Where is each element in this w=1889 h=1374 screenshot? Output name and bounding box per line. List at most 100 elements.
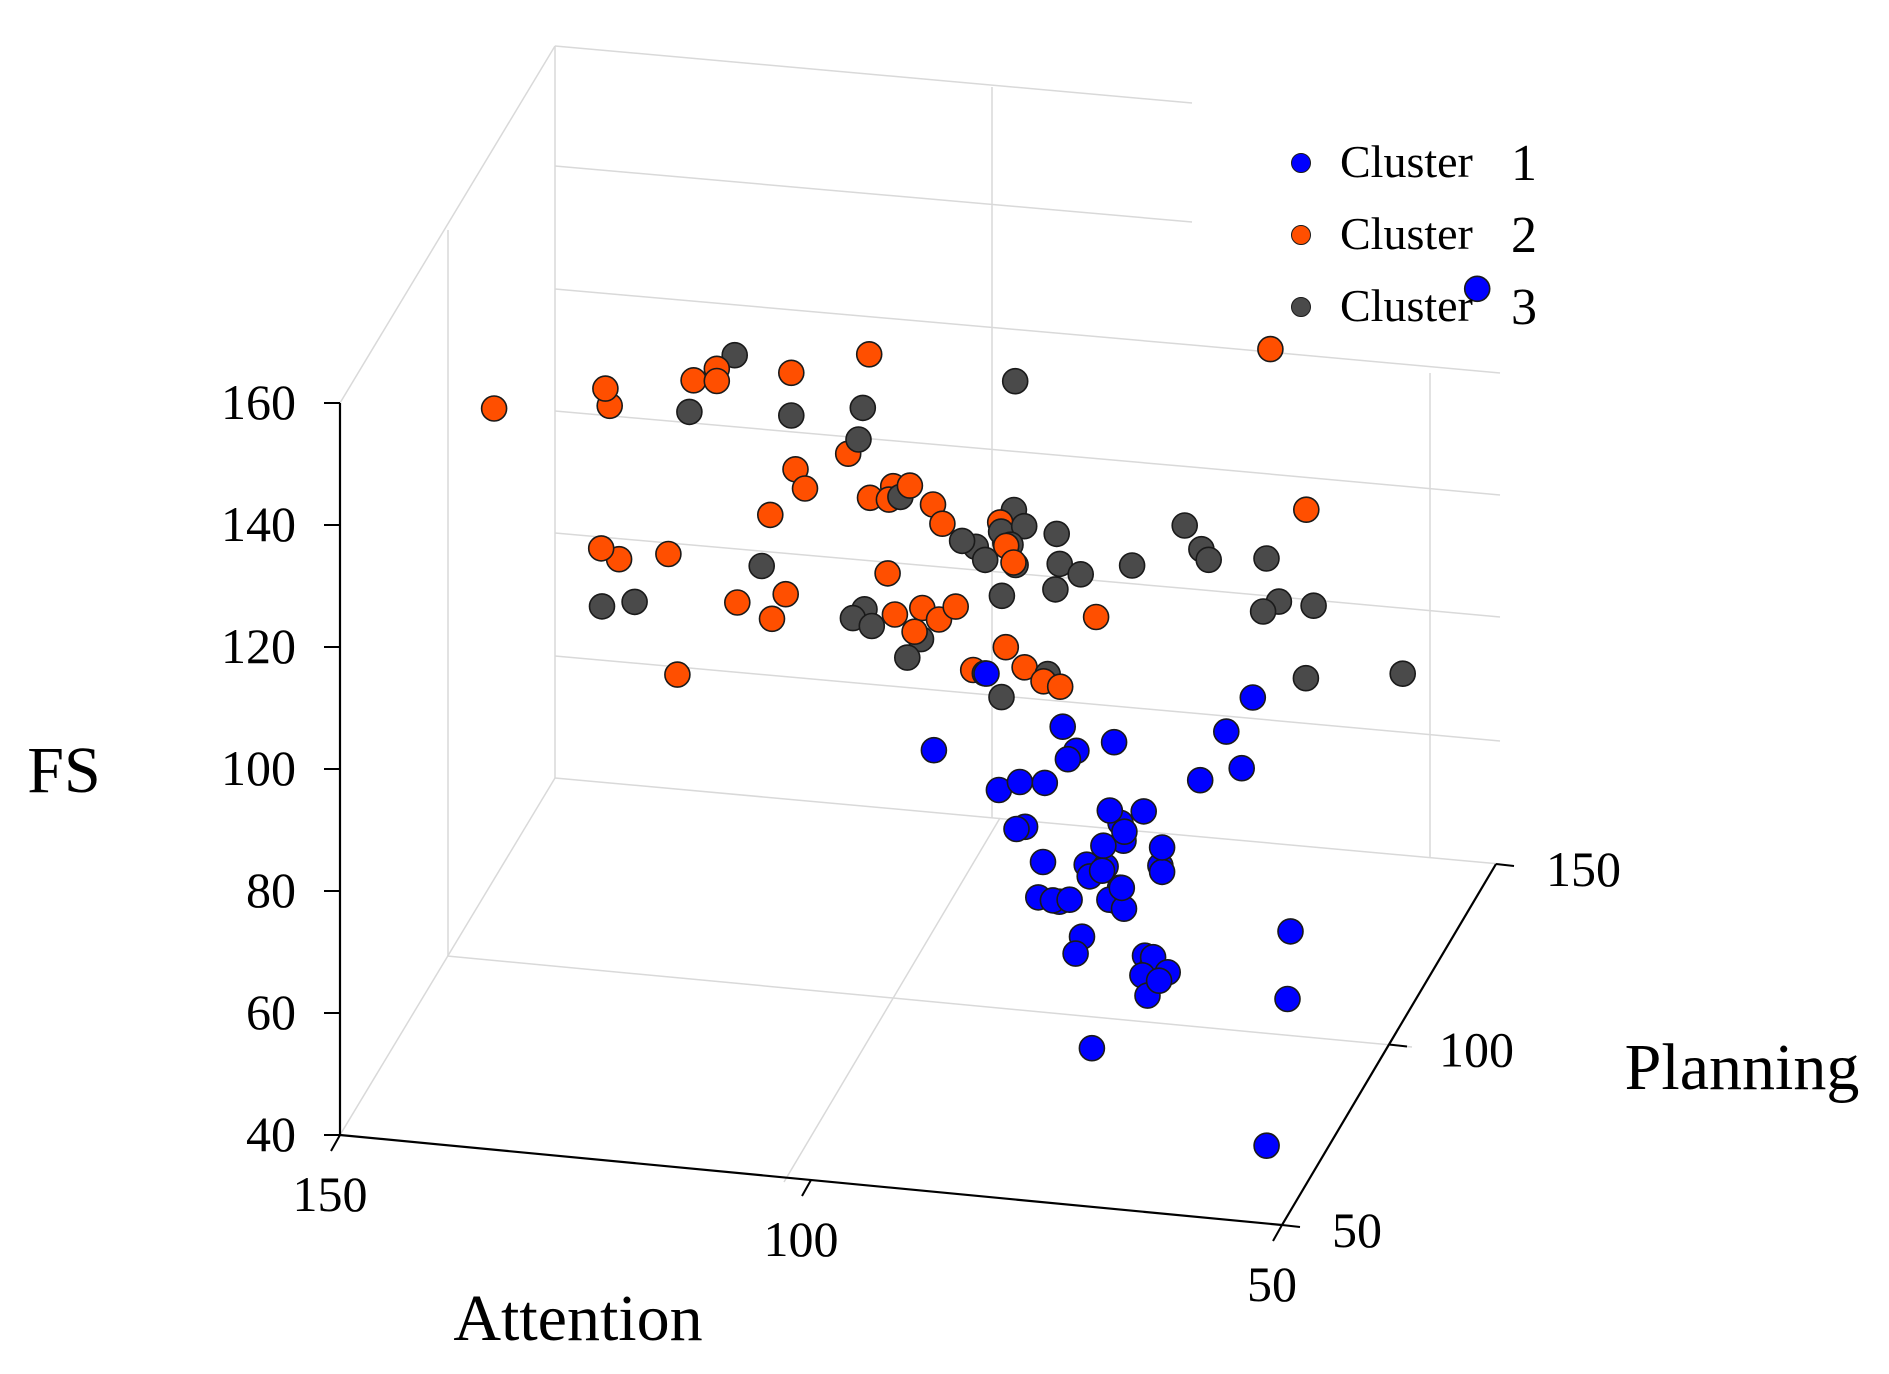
- cluster-2-point: [777, 359, 805, 387]
- planning-tick-mark: [1495, 863, 1515, 867]
- cluster-3-point: [893, 644, 921, 671]
- legend-label: Cluster: [1340, 136, 1473, 187]
- cluster-3-point: [588, 593, 616, 620]
- grid-line: [554, 777, 1193, 837]
- cluster-3-point: [1010, 512, 1038, 540]
- cluster-1-point: [1078, 1034, 1106, 1062]
- cluster-1-point: [1056, 886, 1083, 914]
- cluster-3-point: [621, 588, 648, 616]
- cluster-2-point: [587, 535, 615, 562]
- cluster-1-point: [1148, 834, 1176, 861]
- cluster-2-point: [1257, 335, 1284, 363]
- planning-tick-label: 50: [1332, 1202, 1382, 1258]
- grid-line: [554, 165, 1193, 223]
- attention-tick-label: 100: [764, 1211, 839, 1267]
- attention-tick-label: 50: [1247, 1256, 1297, 1312]
- cluster-2-point: [680, 366, 707, 394]
- cluster-1-point: [1029, 848, 1057, 876]
- attention-tick-label: 150: [293, 1166, 368, 1222]
- cluster-1-point: [1213, 718, 1240, 745]
- cluster-2-point: [723, 589, 751, 616]
- fs-tick-label: 160: [221, 374, 296, 430]
- cluster-2-point: [703, 367, 731, 395]
- cluster-2-point: [942, 593, 970, 620]
- cluster-2-point: [655, 540, 682, 568]
- cluster-2-point: [1000, 549, 1027, 576]
- grid-line: [783, 817, 1001, 1183]
- cluster-3-point: [1249, 598, 1277, 625]
- cluster-3-point: [1389, 660, 1416, 688]
- grid-line: [339, 45, 556, 404]
- cluster-2-point: [929, 510, 956, 538]
- attention-tick-mark: [801, 1179, 812, 1197]
- cluster-1-point: [1228, 754, 1255, 782]
- cluster-2-point: [1082, 603, 1110, 631]
- cluster-3-point: [845, 426, 872, 453]
- legend-number: 1: [1511, 135, 1537, 192]
- fs-axis-title: FS: [27, 734, 100, 807]
- cluster-2-point: [896, 472, 924, 499]
- grid-line: [1191, 344, 1501, 374]
- cluster-2-point: [881, 601, 909, 628]
- cluster-1-point: [1145, 967, 1173, 995]
- cluster-2-point: [592, 375, 619, 402]
- fs-tick-label: 100: [221, 740, 296, 796]
- cluster-1-point: [1100, 728, 1128, 756]
- cluster-1-point: [1111, 818, 1138, 846]
- cluster-2-point: [1046, 673, 1074, 701]
- data-points: [480, 275, 1491, 1159]
- cluster-1-point: [1031, 769, 1059, 797]
- cluster-3-point: [1067, 560, 1094, 588]
- cluster-1-point: [1463, 275, 1491, 303]
- planning-axis-title: Planning: [1625, 1031, 1860, 1104]
- legend-number: 3: [1511, 279, 1537, 336]
- cluster-1-point: [1090, 832, 1117, 860]
- cluster-3-point: [1195, 546, 1222, 574]
- cluster-3-point: [721, 341, 749, 369]
- cluster-3-point: [1001, 367, 1029, 395]
- legend: Cluster 1 Cluster 2 Cluster 3: [1291, 135, 1537, 336]
- cluster-2-point: [756, 501, 784, 529]
- cluster-1-point: [973, 660, 1000, 687]
- cluster-3-point: [1118, 552, 1146, 579]
- cluster-3-point: [858, 612, 886, 640]
- cluster-1-point: [1054, 745, 1082, 773]
- cluster-1-point: [1239, 684, 1267, 711]
- attention-axis-title: Attention: [453, 1282, 702, 1355]
- cluster-2-point: [758, 605, 786, 633]
- cluster-3-point: [1300, 592, 1327, 620]
- cluster-3-point: [971, 546, 999, 574]
- cluster-2-point: [791, 475, 819, 502]
- cluster-1-point: [1148, 858, 1176, 886]
- cluster-3-point: [1046, 550, 1073, 578]
- cluster-2-point: [772, 580, 800, 608]
- grid-line: [554, 410, 1193, 468]
- axes: [338, 403, 1497, 1227]
- grid-line: [554, 655, 1193, 714]
- cluster-1-point: [1130, 798, 1157, 825]
- cluster-3-point: [988, 683, 1015, 711]
- cluster-3-point: [1292, 664, 1320, 692]
- cluster-1-point: [1062, 940, 1089, 967]
- attention-tick-mark: [1272, 1224, 1283, 1242]
- cluster-1-point: [1096, 797, 1124, 824]
- grid-line: [1191, 588, 1501, 618]
- fs-tick-label: 40: [246, 1106, 296, 1162]
- fs-tick-label: 80: [246, 862, 296, 918]
- cluster-1-point: [1006, 768, 1034, 796]
- cluster-1-point: [1108, 874, 1136, 902]
- cluster-3-point: [777, 402, 805, 429]
- cluster-3-point: [1253, 545, 1280, 572]
- legend-label: Cluster: [1340, 208, 1473, 259]
- attention-tick-mark: [330, 1134, 341, 1152]
- planning-tick-mark: [1281, 1224, 1301, 1228]
- cluster-2-point: [664, 661, 691, 688]
- cluster-1-point: [1088, 857, 1116, 885]
- fs-tick-label: 120: [221, 618, 296, 674]
- cluster-1-point: [1253, 1132, 1280, 1159]
- fs-tick-label: 140: [221, 496, 296, 552]
- cluster-3-point: [748, 552, 776, 580]
- cluster-3-point: [1043, 520, 1070, 548]
